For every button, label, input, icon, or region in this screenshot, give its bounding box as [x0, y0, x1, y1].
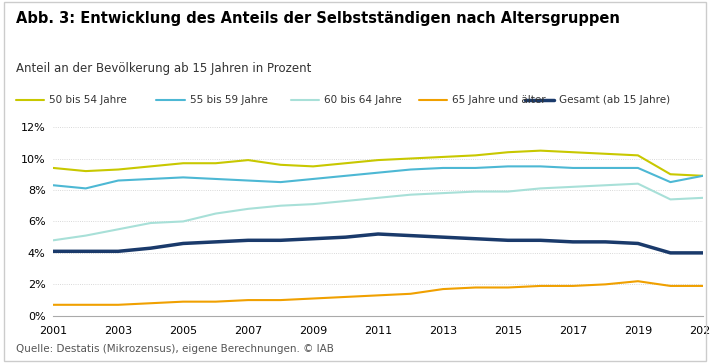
- Text: 55 bis 59 Jahre: 55 bis 59 Jahre: [190, 95, 268, 105]
- Text: Anteil an der Bevölkerung ab 15 Jahren in Prozent: Anteil an der Bevölkerung ab 15 Jahren i…: [16, 62, 311, 75]
- Text: 60 bis 64 Jahre: 60 bis 64 Jahre: [324, 95, 403, 105]
- Text: Quelle: Destatis (Mikrozensus), eigene Berechnungen. © IAB: Quelle: Destatis (Mikrozensus), eigene B…: [16, 344, 334, 354]
- Text: 65 Jahre und älter: 65 Jahre und älter: [452, 95, 546, 105]
- Text: Gesamt (ab 15 Jahre): Gesamt (ab 15 Jahre): [559, 95, 670, 105]
- Text: 50 bis 54 Jahre: 50 bis 54 Jahre: [49, 95, 127, 105]
- Text: Abb. 3: Entwicklung des Anteils der Selbstständigen nach Altersgruppen: Abb. 3: Entwicklung des Anteils der Selb…: [16, 11, 620, 26]
